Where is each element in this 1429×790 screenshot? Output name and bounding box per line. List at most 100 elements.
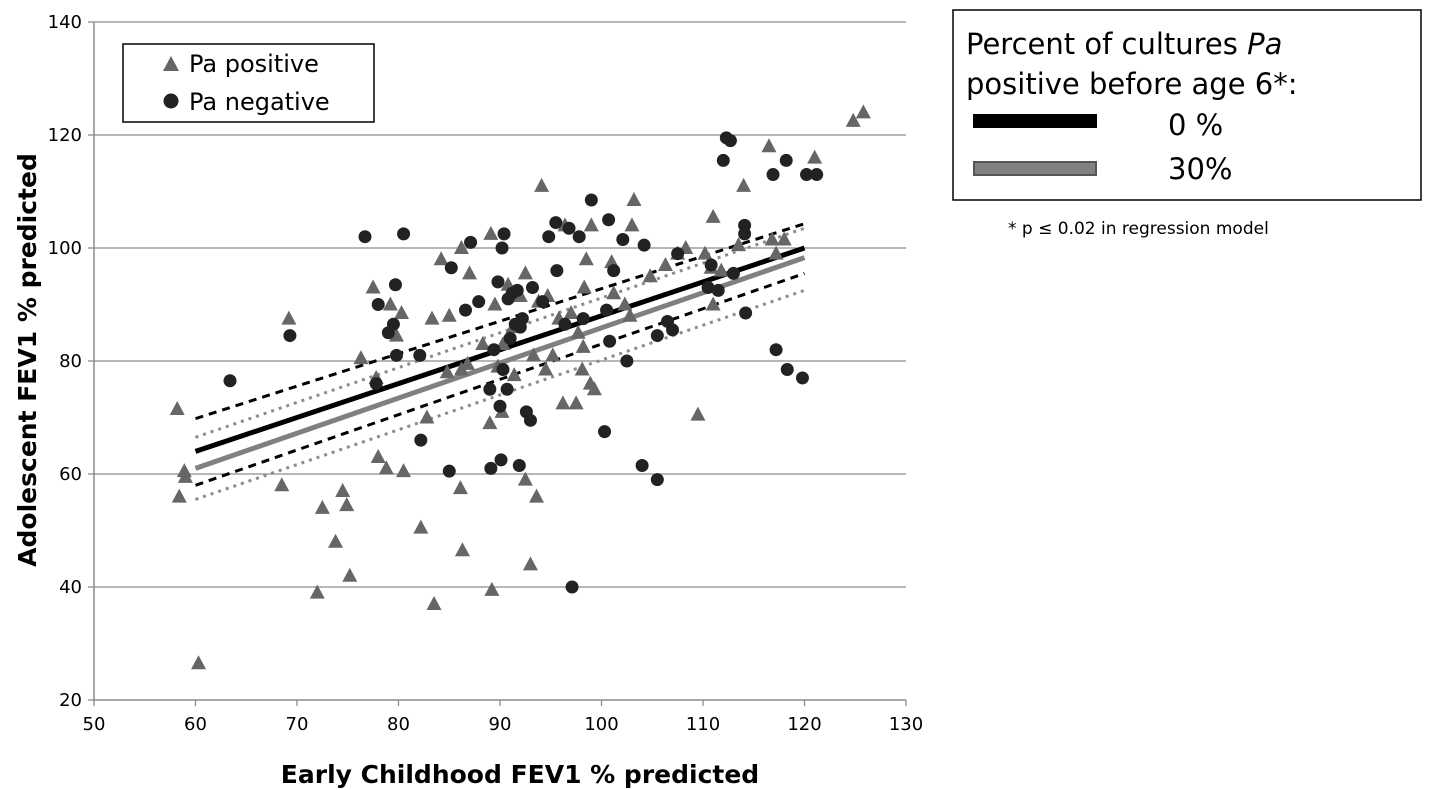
- triangle-point: [713, 262, 729, 277]
- triangle-point: [545, 347, 561, 362]
- triangle-point: [583, 217, 599, 232]
- triangle-point: [177, 468, 193, 483]
- circle-point: [671, 247, 685, 261]
- x-tick-label: 90: [489, 714, 512, 735]
- circle-point: [766, 168, 780, 182]
- circle-point: [602, 213, 616, 227]
- triangle-point: [413, 519, 429, 534]
- circle-point: [510, 283, 524, 297]
- triangle-point: [274, 477, 290, 492]
- circle-point: [600, 303, 614, 317]
- circle-point: [723, 134, 737, 148]
- circle-point: [497, 227, 511, 241]
- triangle-point: [855, 104, 871, 119]
- circle-point: [283, 329, 297, 343]
- triangle-point: [452, 480, 468, 495]
- y-tick-label: 40: [59, 577, 82, 598]
- circle-point: [562, 221, 576, 235]
- y-tick-label: 140: [48, 12, 82, 33]
- circle-point: [525, 281, 539, 295]
- triangle-point: [309, 584, 325, 599]
- regression-swatch-0pct: [973, 114, 1097, 128]
- triangle-point: [768, 245, 784, 260]
- circle-point: [795, 371, 809, 385]
- circle-point: [584, 193, 598, 207]
- y-tick-label: 100: [48, 238, 82, 259]
- triangle-point: [845, 112, 861, 127]
- triangle-point: [622, 307, 638, 322]
- triangle-point: [460, 355, 476, 370]
- circle-point: [495, 241, 509, 255]
- x-tick-label: 60: [184, 714, 207, 735]
- circle-point: [371, 298, 385, 311]
- triangle-point: [433, 251, 449, 266]
- triangle-point: [462, 265, 478, 280]
- triangle-point: [578, 251, 594, 266]
- footnote: * p ≤ 0.02 in regression model: [1008, 219, 1269, 239]
- marker-legend: Pa positive Pa negative: [122, 43, 375, 123]
- circle-point: [607, 264, 621, 278]
- y-tick-label: 60: [59, 464, 82, 485]
- circle-point: [369, 377, 383, 391]
- x-tick-label: 50: [83, 714, 106, 735]
- triangle-point: [517, 265, 533, 280]
- triangle-point: [191, 655, 207, 670]
- circle-point: [800, 168, 814, 182]
- triangle-point: [534, 177, 550, 192]
- axes: [88, 21, 907, 706]
- triangle-point: [764, 231, 780, 246]
- marker-legend-box: [122, 43, 375, 123]
- triangle-point: [171, 488, 187, 503]
- circle-point: [572, 230, 586, 244]
- triangle-point: [568, 395, 584, 410]
- circle-point: [704, 258, 718, 272]
- circle-point: [487, 343, 501, 357]
- circle-point: [458, 303, 472, 317]
- x-tick-label: 70: [286, 714, 309, 735]
- triangle-point: [394, 304, 410, 319]
- circle-point: [442, 464, 456, 478]
- triangle-point: [697, 245, 713, 260]
- circle-point: [779, 153, 793, 167]
- circle-point: [386, 317, 400, 331]
- triangle-point: [506, 367, 522, 382]
- circle-point: [726, 266, 740, 280]
- triangle-point: [626, 191, 642, 206]
- triangle-point: [176, 463, 192, 478]
- triangle-point: [776, 231, 792, 246]
- circle-point: [358, 230, 372, 244]
- circle-point: [550, 264, 564, 278]
- triangle-point: [606, 285, 622, 300]
- triangle-point: [563, 304, 579, 319]
- y-tick-label: 120: [48, 125, 82, 146]
- legend-circle-icon: [163, 93, 179, 109]
- circle-point: [523, 413, 537, 427]
- x-tick-label: 80: [387, 714, 410, 735]
- x-tick-labels: 50 60 70 80 90 100 110 120 130: [83, 714, 924, 735]
- triangle-point: [574, 361, 590, 376]
- circle-point: [397, 227, 411, 241]
- triangle-point: [314, 499, 330, 514]
- triangle-point: [517, 471, 533, 486]
- circle-point: [503, 331, 517, 345]
- circle-point: [558, 317, 572, 331]
- triangle-point: [475, 336, 491, 351]
- x-tick-label: 120: [787, 714, 821, 735]
- circle-point: [472, 295, 486, 309]
- circle-point: [603, 334, 617, 348]
- triangle-point: [736, 177, 752, 192]
- triangle-point: [575, 338, 591, 353]
- circle-point: [464, 235, 478, 249]
- circle-point: [616, 233, 630, 247]
- triangle-point: [169, 401, 185, 416]
- circle-point: [739, 306, 753, 320]
- triangle-point: [424, 310, 440, 325]
- regression-label-30pct: 30%: [1168, 152, 1232, 186]
- circle-point: [716, 153, 730, 167]
- legend-triangle-icon: [163, 56, 179, 71]
- triangle-point: [538, 361, 554, 376]
- triangle-point: [570, 324, 586, 339]
- triangle-point: [382, 296, 398, 311]
- circle-point: [650, 329, 664, 343]
- circle-point: [515, 312, 529, 326]
